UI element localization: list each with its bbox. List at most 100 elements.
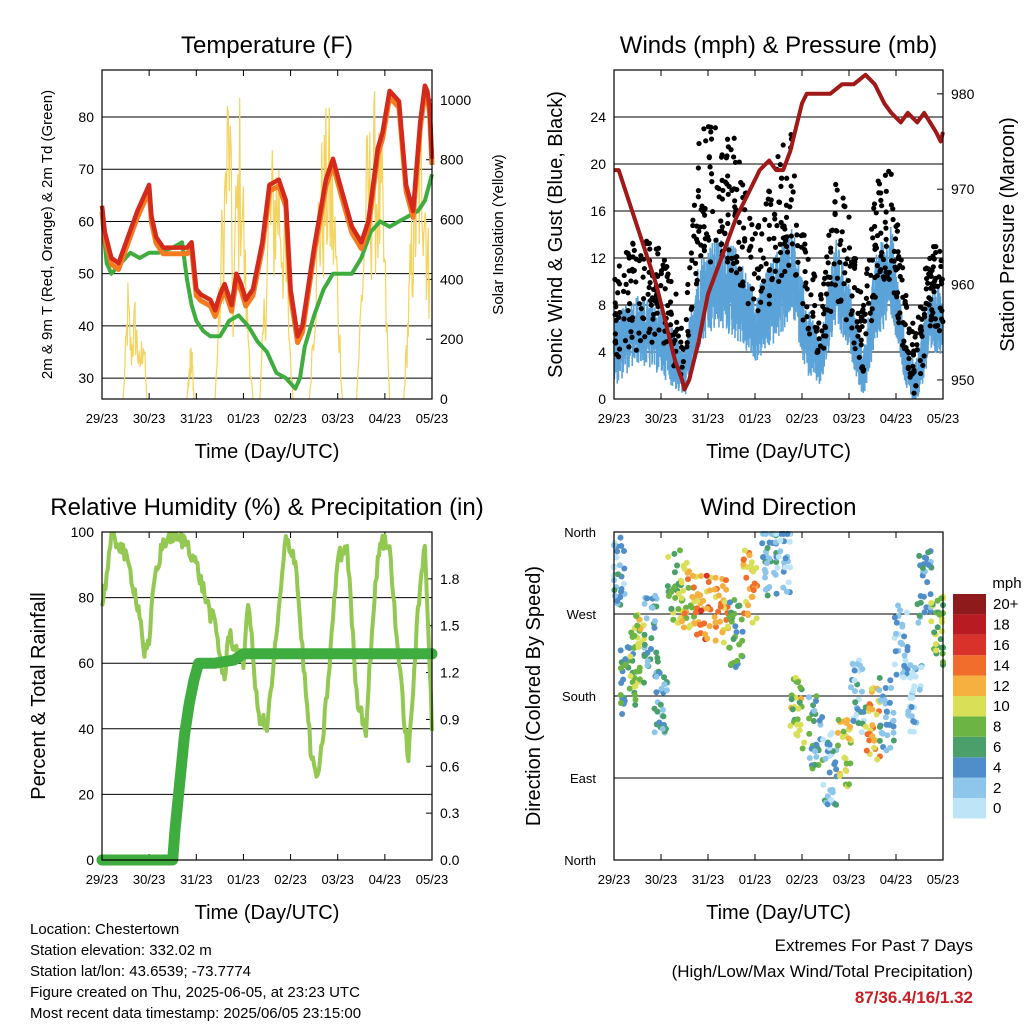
- wind-gust-point: [851, 285, 858, 291]
- footer-latlon: Station lat/lon: 43.6539; -73.7774: [30, 963, 252, 980]
- winds-xtick-label: 31/23: [692, 411, 725, 426]
- wind-gust-point: [808, 292, 814, 298]
- wind-gust-point: [843, 317, 849, 323]
- wind-gust-point: [821, 281, 827, 287]
- humidity-title: Relative Humidity (%) & Precipitation (i…: [50, 494, 483, 521]
- humidity-y2tick-label: 1.5: [440, 618, 460, 634]
- wind-direction-point: [813, 741, 820, 748]
- wind-direction-point: [703, 572, 710, 579]
- wind-gust-point: [911, 390, 917, 396]
- wind-direction-point: [722, 577, 729, 584]
- solar-insolation-line: [122, 282, 148, 400]
- wind-direction-point: [641, 641, 648, 648]
- wind-gust-point: [868, 272, 874, 278]
- wind-gust-point: [922, 306, 928, 312]
- wind-gust-point: [890, 216, 896, 223]
- wind-gust-point: [740, 225, 747, 231]
- wind-gust-point: [649, 339, 655, 345]
- wind-gust-point: [732, 254, 739, 260]
- wind-direction-point: [859, 666, 866, 673]
- speed-legend-label: 12: [993, 678, 1010, 695]
- winds-xtick-label: 29/23: [598, 411, 631, 426]
- speed-legend-swatch: [953, 614, 986, 635]
- wind-gust-point: [698, 253, 704, 259]
- wind-direction-point: [717, 618, 724, 625]
- wind-direction-point: [826, 741, 833, 748]
- wind-gust-point: [720, 187, 726, 194]
- wind-direction-point: [840, 728, 847, 735]
- wind-gust-point: [724, 181, 730, 187]
- wind-gust-point: [921, 311, 928, 317]
- wind-gust-point: [910, 320, 916, 326]
- wind-gust-point: [701, 224, 707, 230]
- wind-gust-point: [638, 306, 644, 312]
- wind-gust-point: [921, 353, 927, 359]
- speed-legend-label: 16: [993, 637, 1010, 654]
- wind-direction-point: [618, 679, 625, 686]
- temperature-xtick-label: 31/23: [180, 411, 213, 426]
- wind-gust-point: [794, 232, 800, 238]
- wind-gust-point: [725, 212, 731, 218]
- wind-gust-point: [719, 196, 725, 202]
- wind-direction-point: [739, 628, 746, 635]
- wind-gust-point: [640, 296, 647, 302]
- wind-direction-point: [615, 571, 622, 578]
- wind-direction-point: [820, 781, 827, 788]
- humidity-ytick-label: 40: [78, 721, 94, 737]
- wind-direction-point: [934, 597, 941, 604]
- wind-direction-point: [901, 633, 908, 640]
- wind-gust-point: [731, 154, 737, 160]
- wind-direction-point: [694, 591, 701, 598]
- wind-gust-point: [725, 173, 731, 179]
- wind-gust-point: [894, 228, 900, 234]
- wind-direction-point: [845, 781, 852, 788]
- wind-direction-point: [878, 729, 885, 736]
- wind-gust-point: [913, 383, 919, 389]
- wind-gust-point: [760, 255, 766, 261]
- wind-gust-point: [886, 276, 892, 282]
- wind-direction-point: [805, 694, 812, 701]
- wind-direction-point: [705, 579, 712, 586]
- wind-direction-point: [632, 701, 639, 708]
- wind-direction-point: [684, 576, 691, 583]
- humidity-panel: Relative Humidity (%) & Precipitation (i…: [28, 494, 484, 924]
- temperature-xtick-label: 02/23: [274, 411, 307, 426]
- wind-direction-point: [806, 730, 813, 737]
- wind-gust-point: [641, 265, 648, 272]
- wind-direction-point: [720, 639, 727, 646]
- wind-direction-point: [810, 717, 817, 724]
- wind-gust-point: [882, 172, 889, 178]
- winds-y2tick-label: 970: [951, 181, 975, 197]
- wind-gust-point: [652, 331, 658, 337]
- speed-legend-label: 4: [993, 759, 1001, 776]
- wind-gust-point: [878, 197, 884, 203]
- wind-direction-point: [648, 645, 655, 652]
- wind-gust-point: [892, 236, 899, 242]
- wind-gust-point: [691, 233, 697, 239]
- wind-direction-point: [740, 561, 747, 568]
- wind-gust-point: [701, 244, 707, 250]
- wind-gust-point: [776, 278, 782, 285]
- wind-gust-point: [766, 236, 772, 242]
- wind-direction-point: [773, 590, 780, 597]
- wind-gust-point: [858, 337, 864, 343]
- wind-direction-point: [762, 569, 769, 576]
- temperature-ytick-label: 80: [78, 109, 94, 125]
- wind-direction-point: [633, 613, 640, 620]
- wind-gust-point: [758, 299, 764, 305]
- wind-gust-point: [680, 359, 686, 365]
- wind-gust-point: [678, 344, 685, 350]
- wind-direction-point: [925, 561, 932, 568]
- wind-direction-point: [811, 761, 818, 768]
- wind-direction-point: [900, 674, 907, 681]
- wind-gust-point: [917, 326, 923, 332]
- wind-gust-point: [861, 366, 867, 373]
- wind-gust-point: [926, 295, 932, 301]
- wind-gust-point: [803, 280, 809, 286]
- wind-direction-point: [806, 715, 813, 722]
- wind-gust-point: [877, 268, 883, 275]
- wind-direction-point: [659, 725, 666, 732]
- wind-gust-point: [939, 308, 945, 314]
- wind-direction-point: [901, 652, 908, 659]
- wind-gust-point: [816, 336, 822, 342]
